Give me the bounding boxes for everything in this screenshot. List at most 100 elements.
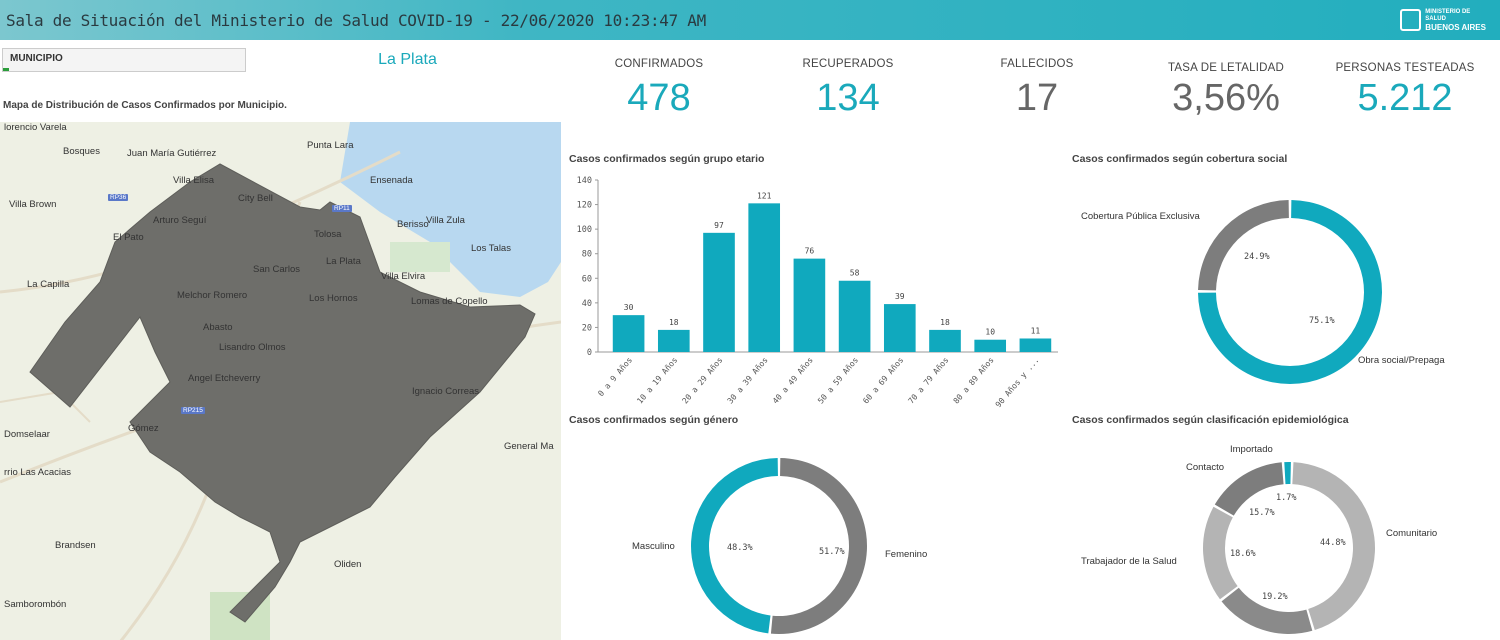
map-place-label: Domselaar — [4, 429, 50, 440]
road-badge: RP36 — [108, 194, 129, 201]
age-group-bar-chart[interactable]: 0 20 40 60 80 100 120 140 30 0 a 9 Años 18 10 a 19 … — [566, 170, 1066, 408]
map-place-label: La Plata — [326, 256, 361, 267]
logo-line1: MINISTERIO DE SALUD — [1425, 8, 1471, 22]
bar-value-label: 39 — [895, 292, 905, 301]
y-tick-label: 120 — [577, 201, 592, 211]
coverage-donut-chart[interactable] — [1190, 192, 1390, 392]
kpi-value: 478 — [627, 77, 691, 119]
classification-donut-chart[interactable] — [1197, 456, 1381, 640]
map-place-label: La Capilla — [27, 279, 70, 290]
map-place-label: Villa Elisa — [173, 175, 215, 186]
donut-slice[interactable] — [1198, 200, 1289, 291]
page-title: Sala de Situación del Ministerio de Salu… — [6, 10, 706, 30]
coverage-chart-title: Casos confirmados según cobertura social — [1072, 153, 1288, 165]
bar[interactable] — [883, 304, 916, 352]
province-shield-icon — [1400, 9, 1422, 31]
map-place-label: City Bell — [238, 193, 273, 204]
road-badge: RP215 — [181, 407, 205, 414]
map-place-label: Juan María Gutiérrez — [127, 148, 217, 159]
header-bar: Sala de Situación del Ministerio de Salu… — [0, 0, 1500, 40]
x-tick-label: 0 a 9 Años — [596, 355, 634, 398]
gender-label-masculino: Masculino — [632, 541, 675, 552]
y-tick-label: 100 — [577, 225, 592, 235]
kpi-value: 3,56% — [1172, 77, 1280, 119]
kpi-recuperados: RECUPERADOS 134 — [753, 58, 943, 120]
kpi-label: TASA DE LETALIDAD — [1167, 62, 1285, 74]
y-tick-label: 80 — [582, 250, 592, 260]
x-tick-label: 50 a 59 Años — [816, 355, 860, 405]
map-place-label: General Ma — [504, 441, 554, 452]
bar[interactable] — [929, 329, 961, 352]
class-pct-19-2: 19.2% — [1262, 592, 1288, 602]
x-tick-label: 20 a 29 Años — [680, 355, 724, 405]
donut-slice[interactable] — [770, 458, 867, 634]
bar-value-label: 18 — [940, 318, 950, 327]
map-place-label: Los Talas — [471, 243, 511, 254]
x-tick-label: 80 a 89 Años — [952, 355, 996, 405]
kpi-personas-testeadas: PERSONAS TESTEADAS 5.212 — [1310, 62, 1500, 120]
donut-slice[interactable] — [690, 458, 778, 634]
bar-value-label: 97 — [714, 221, 724, 230]
donut-slice[interactable] — [1214, 462, 1284, 516]
bar-value-label: 10 — [985, 328, 995, 337]
kpi-label: PERSONAS TESTEADAS — [1335, 62, 1475, 74]
bar-value-label: 58 — [850, 269, 860, 278]
class-pct-trabajador-salud: 18.6% — [1230, 549, 1256, 559]
map-place-label: Punta Lara — [307, 140, 354, 151]
map-place-label: Lomas de Copello — [411, 296, 488, 307]
gender-chart-title: Casos confirmados según género — [569, 414, 739, 426]
map-place-label: Ensenada — [370, 175, 413, 186]
filter-selection-indicator — [3, 68, 9, 71]
gender-pct-masculino: 48.3% — [727, 543, 753, 553]
map-place-label: Tolosa — [314, 229, 342, 240]
kpi-value: 17 — [1015, 77, 1059, 119]
classification-chart-title: Casos confirmados según clasificación ep… — [1072, 414, 1349, 426]
road-badge: RP11 — [332, 205, 352, 212]
map-place-label: San Carlos — [253, 264, 300, 275]
bar-value-label: 11 — [1031, 326, 1041, 335]
kpi-value: 5.212 — [1357, 77, 1453, 119]
municipio-map[interactable]: lorencio Varela Bosques Juan María Gutiérr… — [0, 122, 561, 640]
map-place-label: Villa Elvira — [381, 271, 426, 282]
donut-slice[interactable] — [1221, 587, 1313, 634]
logo-line2: BUENOS AIRES — [1425, 22, 1486, 32]
bar[interactable] — [703, 232, 735, 352]
map-place-label: Melchor Romero — [177, 290, 248, 301]
gender-donut-chart[interactable] — [685, 452, 873, 640]
map-place-label: Villa Zula — [426, 215, 465, 226]
kpi-tasa-letalidad: TASA DE LETALIDAD 3,56% — [1131, 62, 1321, 120]
class-pct-contacto: 15.7% — [1249, 508, 1275, 518]
green-area — [390, 242, 450, 272]
x-tick-label: 30 a 39 Años — [726, 355, 770, 405]
map-place-label: Ignacio Correas — [412, 386, 480, 397]
kpi-confirmados: CONFIRMADOS 478 — [564, 58, 754, 120]
bar[interactable] — [657, 329, 690, 352]
bar[interactable] — [838, 280, 871, 352]
selected-municipio[interactable]: La Plata — [378, 51, 437, 68]
donut-slice[interactable] — [1203, 506, 1238, 600]
map-place-label: Berisso — [397, 219, 429, 230]
bar-value-label: 121 — [757, 191, 772, 200]
y-tick-label: 140 — [577, 176, 592, 186]
map-place-label: Gómez — [128, 423, 159, 434]
y-tick-label: 20 — [582, 323, 592, 333]
bar[interactable] — [612, 315, 645, 352]
map-place-label: Lisandro Olmos — [219, 342, 286, 353]
municipio-filter-label: MUNICIPIO — [10, 53, 63, 64]
bar-value-label: 18 — [669, 318, 679, 327]
class-label-importado: Importado — [1230, 444, 1273, 455]
la-plata-district-shape[interactable] — [29, 163, 536, 623]
bar[interactable] — [793, 258, 826, 352]
municipio-filter[interactable]: MUNICIPIO — [2, 48, 246, 72]
donut-slice[interactable] — [1284, 462, 1291, 485]
kpi-value: 134 — [816, 77, 880, 119]
x-tick-label: 70 a 79 Años — [906, 355, 950, 405]
bar[interactable] — [974, 339, 1007, 352]
bar[interactable] — [1019, 338, 1052, 352]
donut-slice[interactable] — [1292, 462, 1375, 631]
kpi-label: FALLECIDOS — [1000, 58, 1074, 70]
x-tick-label: 60 a 69 Años — [861, 355, 905, 405]
gender-pct-femenino: 51.7% — [819, 547, 845, 557]
kpi-label: CONFIRMADOS — [614, 58, 704, 70]
bar[interactable] — [748, 203, 781, 352]
